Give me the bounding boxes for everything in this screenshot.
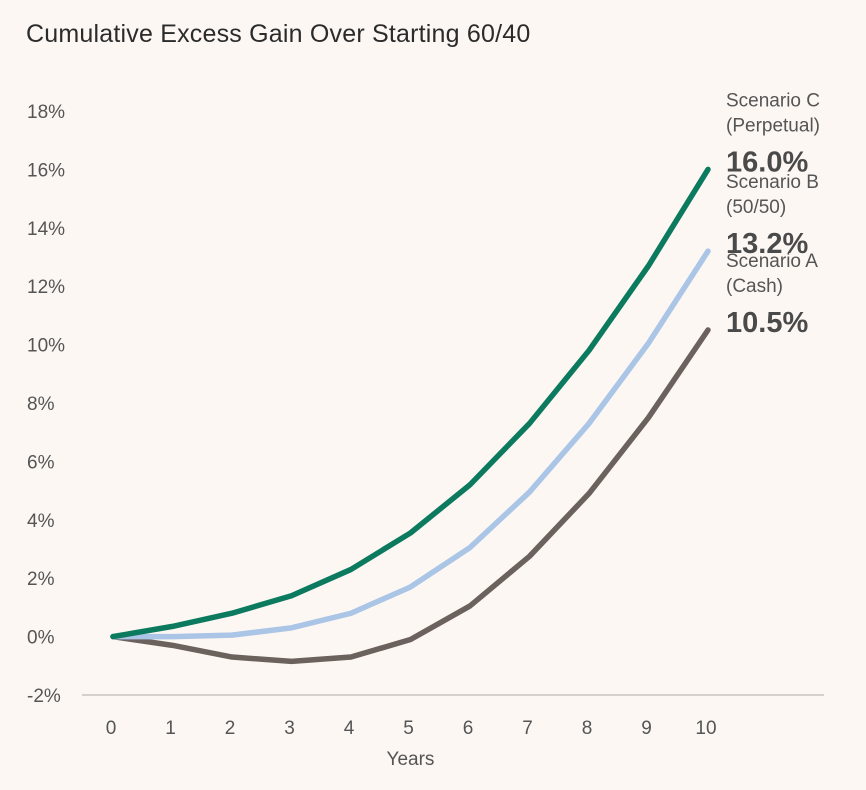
x-tick-label: 1 bbox=[165, 718, 176, 739]
y-tick-label: 2% bbox=[27, 569, 55, 590]
y-tick-label: -2% bbox=[27, 686, 61, 707]
series-line bbox=[110, 327, 711, 665]
series-name: Scenario C bbox=[726, 90, 820, 111]
x-tick-label: 5 bbox=[403, 718, 414, 739]
series-lines bbox=[110, 166, 711, 665]
series-labels: Scenario A (Cash) 10.5% Scenario B (50/50) 13… bbox=[726, 90, 820, 339]
series-end-value: 13.2% bbox=[726, 228, 808, 260]
series-subname: (Perpetual) bbox=[726, 115, 820, 136]
x-tick-label: 7 bbox=[522, 718, 533, 739]
y-tick-label: 4% bbox=[27, 511, 55, 532]
y-tick-label: 14% bbox=[27, 219, 65, 240]
series-line bbox=[110, 248, 711, 640]
series-subname: (50/50) bbox=[726, 197, 786, 218]
y-tick-label: 0% bbox=[27, 628, 55, 649]
series-name: Scenario B bbox=[726, 172, 819, 193]
x-tick-label: 4 bbox=[344, 718, 355, 739]
x-tick-label: 9 bbox=[641, 718, 652, 739]
series-subname: (Cash) bbox=[726, 276, 783, 297]
x-tick-label: 2 bbox=[225, 718, 236, 739]
y-tick-label: 12% bbox=[27, 277, 65, 298]
x-axis-ticks: 0 1 2 3 4 5 6 7 8 9 10 bbox=[106, 718, 717, 739]
y-tick-label: 16% bbox=[27, 160, 65, 181]
y-axis-ticks: -2% 0% 2% 4% 6% 8% 10% 12% 14% 16% 18% bbox=[27, 102, 65, 707]
series-end-value: 16.0% bbox=[726, 146, 808, 178]
x-tick-label: 8 bbox=[582, 718, 593, 739]
y-tick-label: 10% bbox=[27, 336, 65, 357]
series-name: Scenario A bbox=[726, 251, 818, 272]
x-tick-label: 3 bbox=[284, 718, 295, 739]
x-axis-label: Years bbox=[387, 749, 435, 770]
y-tick-label: 6% bbox=[27, 452, 55, 473]
x-tick-label: 0 bbox=[106, 718, 117, 739]
series-end-value: 10.5% bbox=[726, 307, 808, 339]
x-tick-label: 6 bbox=[463, 718, 474, 739]
series-line bbox=[110, 166, 711, 640]
y-tick-label: 18% bbox=[27, 102, 65, 123]
chart-title: Cumulative Excess Gain Over Starting 60/… bbox=[26, 20, 531, 48]
x-tick-label: 10 bbox=[695, 718, 716, 739]
y-tick-label: 8% bbox=[27, 394, 55, 415]
